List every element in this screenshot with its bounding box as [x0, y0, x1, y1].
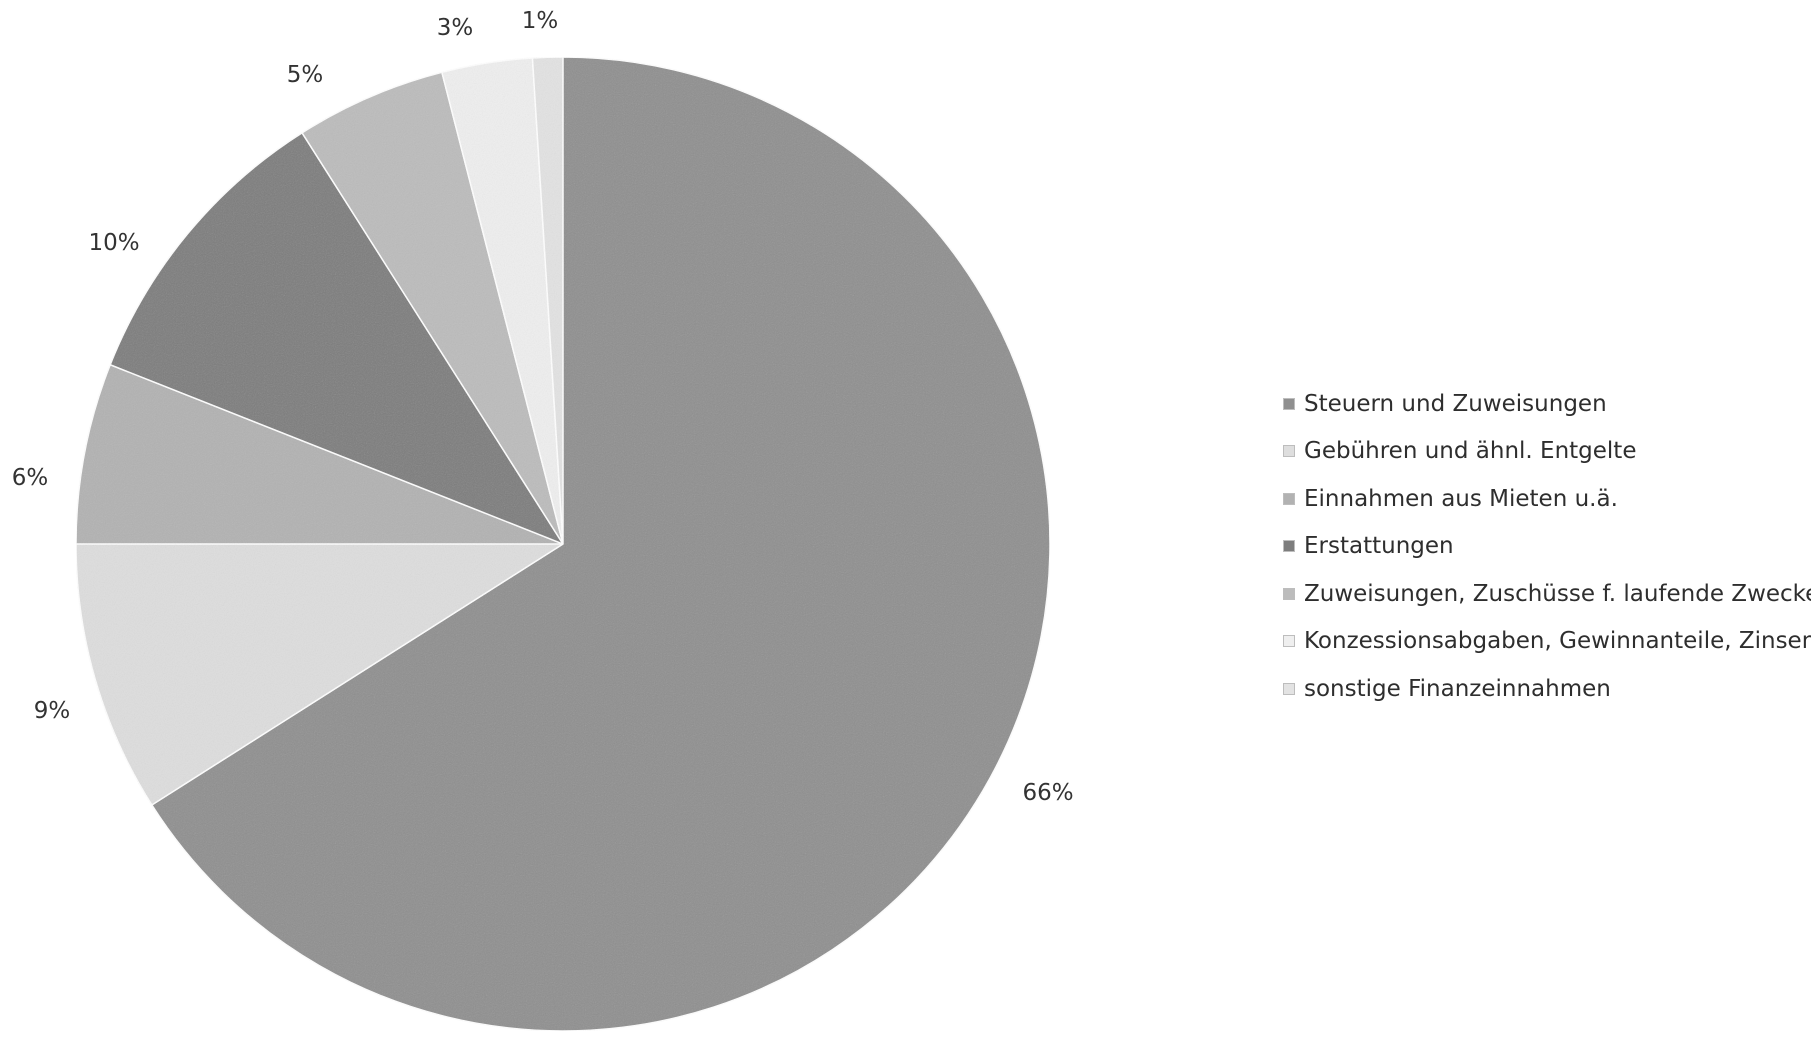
pie-slice — [150, 56, 1051, 1032]
legend-label: Erstattungen — [1304, 533, 1454, 560]
pie-slice — [75, 363, 564, 545]
legend-label: Gebühren und ähnl. Entgelte — [1304, 438, 1637, 465]
legend-item: Konzessionsabgaben, Gewinnanteile, Zinse… — [1283, 618, 1811, 666]
legend-swatch — [1283, 445, 1295, 458]
legend: Steuern und Zuweisungen Gebühren und ähnl… — [1283, 380, 1811, 713]
legend-item: Erstattungen — [1283, 523, 1811, 571]
legend-item: Steuern und Zuweisungen — [1283, 380, 1811, 428]
slice-percent-label: 6% — [12, 465, 49, 491]
legend-item: Zuweisungen, Zuschüsse f. laufende Zweck… — [1283, 570, 1811, 618]
pie-slice — [75, 543, 566, 806]
pie-slices — [75, 56, 1051, 1032]
legend-item: sonstige Finanzeinnahmen — [1283, 665, 1811, 713]
legend-label: Steuern und Zuweisungen — [1304, 390, 1607, 417]
slice-percent-label: 1% — [522, 8, 559, 34]
legend-label: Einnahmen aus Mieten u.ä. — [1304, 485, 1618, 512]
slice-percent-label: 9% — [34, 698, 71, 724]
legend-swatch — [1283, 635, 1295, 648]
legend-label: Konzessionsabgaben, Gewinnanteile, Zinse… — [1304, 628, 1811, 655]
pie-slice-labels: 66% 9% 6% 10% 5% 3% 1% — [12, 8, 1074, 806]
legend-item: Einnahmen aus Mieten u.ä. — [1283, 475, 1811, 523]
pie-slice — [301, 71, 564, 545]
legend-item: Gebühren und ähnl. Entgelte — [1283, 428, 1811, 476]
slice-percent-label: 5% — [287, 62, 324, 88]
slice-percent-label: 3% — [437, 15, 474, 41]
legend-swatch — [1283, 540, 1295, 553]
pie-slice — [531, 56, 564, 545]
legend-label: Zuweisungen, Zuschüsse f. laufende Zweck… — [1304, 580, 1811, 607]
legend-swatch — [1283, 682, 1295, 695]
legend-label: sonstige Finanzeinnahmen — [1304, 675, 1611, 702]
legend-swatch — [1283, 397, 1295, 410]
pie-slice — [109, 131, 565, 546]
slice-percent-label: 66% — [1022, 780, 1073, 806]
legend-swatch — [1283, 587, 1295, 600]
slice-percent-label: 10% — [88, 230, 139, 256]
legend-swatch — [1283, 492, 1295, 505]
